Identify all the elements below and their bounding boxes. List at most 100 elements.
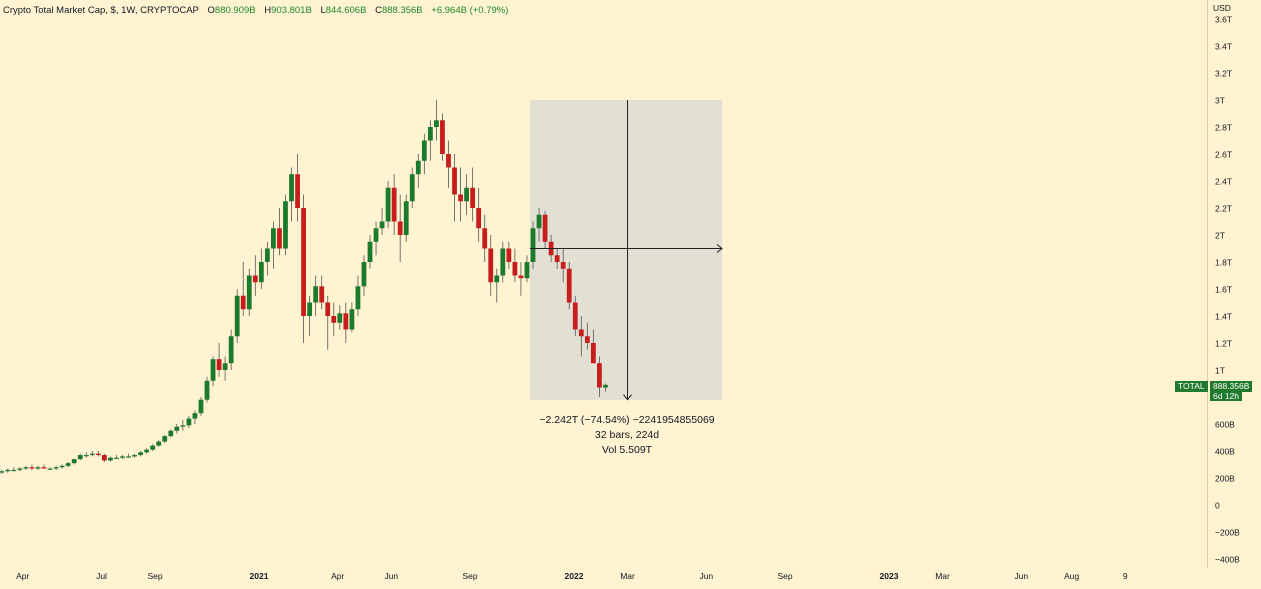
candle (319, 275, 325, 310)
candle (65, 461, 71, 468)
candle (530, 221, 536, 269)
candle (488, 235, 494, 296)
candle (452, 154, 457, 222)
candle (289, 167, 294, 222)
price-tick-label: 3.4T (1215, 42, 1232, 52)
candle (29, 464, 35, 470)
candle (470, 167, 476, 222)
time-tick-label: Jun (384, 571, 398, 581)
candle (542, 210, 548, 249)
candle (512, 248, 518, 283)
candle (446, 140, 451, 188)
candle (536, 208, 542, 242)
candle (71, 459, 77, 465)
candle (566, 262, 572, 310)
candle (379, 208, 385, 235)
time-tick-label: 2023 (880, 571, 899, 581)
candle (53, 465, 59, 470)
candle (156, 440, 162, 447)
candle (283, 194, 288, 256)
candle (391, 174, 397, 235)
candle (108, 456, 113, 462)
candle (5, 468, 11, 473)
price-tick-label: 2T (1215, 231, 1225, 241)
candle (144, 448, 150, 454)
measure-range-box[interactable] (529, 100, 723, 400)
candle (0, 469, 5, 474)
candle (415, 154, 421, 188)
legend-symbol: Crypto Total Market Cap, $, 1W, CRYPTOCA… (3, 5, 199, 16)
candle (180, 419, 186, 431)
candle (361, 255, 367, 296)
candle (590, 329, 596, 364)
candle (458, 167, 463, 222)
candle (132, 453, 137, 458)
measure-tool (529, 100, 723, 400)
price-tick-label: 2.6T (1215, 150, 1232, 160)
price-tick-label: −400B (1215, 555, 1240, 565)
candle (222, 356, 228, 381)
candle (204, 376, 210, 403)
price-tick-label: 600B (1215, 420, 1235, 430)
symbol-badge: TOTAL (1175, 381, 1208, 392)
price-tick-label: 3.2T (1215, 69, 1232, 79)
time-tick-label: Apr (331, 571, 344, 581)
candle (482, 214, 488, 262)
candle (186, 415, 192, 429)
time-tick-label: 2021 (250, 571, 269, 581)
candle (89, 451, 95, 457)
legend-low-label: L (320, 5, 326, 16)
candle (77, 453, 83, 461)
candle (560, 248, 566, 283)
candle (373, 221, 379, 256)
chart-plot-area[interactable] (0, 0, 1207, 568)
price-tick-label: 1T (1215, 366, 1225, 376)
price-tick-label: −200B (1215, 528, 1240, 538)
candle (277, 208, 282, 256)
candle (597, 356, 602, 397)
last-price-badge: 888.356B (1210, 381, 1253, 392)
measure-change: −2.242T (−74.54%) −2241954855069 (539, 414, 715, 426)
candle (524, 255, 530, 283)
candle (101, 453, 107, 462)
candle (578, 316, 584, 357)
measure-bars: 32 bars, 224d (594, 429, 660, 441)
candle (23, 465, 29, 470)
candle (240, 262, 246, 316)
candle (162, 434, 168, 443)
price-tick-label: 1.6T (1215, 285, 1232, 295)
candle (198, 397, 204, 416)
candle (264, 241, 270, 276)
price-tick-label: 2.4T (1215, 177, 1232, 187)
candle (554, 248, 560, 269)
candle (234, 289, 240, 343)
legend-change: +6.964B (+0.79%) (431, 5, 509, 16)
candle (603, 383, 608, 392)
time-tick-label: Mar (935, 571, 950, 581)
candle (192, 410, 198, 424)
candle (258, 248, 264, 289)
candle (397, 194, 403, 262)
candle (17, 467, 23, 472)
legend-open-value: 880.909B (214, 5, 256, 16)
time-tick-label: Sep (462, 571, 477, 581)
price-axis[interactable]: 3.6T 3.4T 3.2T 3T 2.8T 2.6T 2.4T 2.2T 2T 1.8T 1.6T… (1207, 0, 1261, 568)
candle (114, 455, 119, 460)
time-tick-label: Sep (147, 571, 162, 581)
candle (126, 453, 131, 458)
time-tick-label: Mar (620, 571, 635, 581)
candle (367, 235, 373, 269)
candle (11, 467, 17, 472)
candle (59, 464, 65, 469)
measure-right-arrowhead (716, 244, 723, 253)
candlestick-series (0, 100, 608, 474)
price-tick-label: 2.8T (1215, 123, 1232, 133)
candle (325, 295, 331, 350)
time-axis[interactable]: Apr Jul Sep 2021 Apr Jun Sep 2022 Mar Jun Sep 2023 M… (0, 568, 1207, 584)
legend-close-label: C (375, 5, 382, 16)
candle (228, 329, 234, 370)
time-tick-label: Apr (16, 571, 29, 581)
candle (150, 444, 156, 451)
price-tick-label: 1.4T (1215, 312, 1232, 322)
candle (434, 100, 439, 141)
